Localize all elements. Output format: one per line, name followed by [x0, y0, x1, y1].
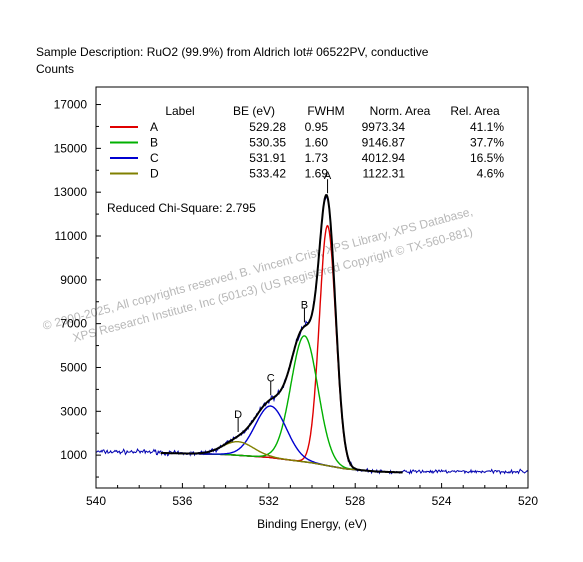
legend-table: Label BE (eV) FWHM Norm. Area Rel. Area A 529.… [110, 104, 504, 181]
legend-be: 531.91 [249, 151, 286, 165]
legend-be: 530.35 [249, 136, 286, 150]
sample-description: Sample Description: RuO2 (99.9%) from Al… [36, 45, 429, 59]
legend-header: Norm. Area [370, 104, 431, 118]
chi-square-label: Reduced Chi-Square: 2.795 [107, 201, 256, 215]
y-tick-label: 13000 [54, 185, 88, 199]
legend-rel-area: 37.7% [470, 136, 504, 150]
legend-fwhm: 1.73 [305, 151, 329, 165]
legend-norm-area: 9973.34 [362, 120, 406, 134]
legend-label: D [150, 167, 159, 181]
y-tick-label: 15000 [54, 141, 88, 155]
watermark-line-1: © 2000-2025, All copyrights reserved, B.… [41, 204, 474, 333]
legend-label: B [150, 136, 158, 150]
y-tick-label: 9000 [60, 273, 87, 287]
legend-rel-area: 4.6% [477, 167, 505, 181]
y-tick-label: 3000 [60, 404, 87, 418]
peak-D-line [160, 441, 403, 474]
y-tick-label: 5000 [60, 360, 87, 374]
y-tick-label: 11000 [55, 229, 88, 243]
legend-fwhm: 0.95 [305, 120, 329, 134]
watermark-line-2: XPS Research Institute, Inc (501c3) (US … [71, 224, 474, 345]
legend-rel-area: 41.1% [470, 120, 504, 134]
x-tick-label: 528 [345, 494, 365, 508]
peak-B-line [160, 335, 403, 474]
x-tick-label: 532 [259, 494, 279, 508]
legend-fwhm: 1.60 [305, 136, 329, 150]
peak-D-marker-label: D [234, 409, 242, 421]
legend-label: A [150, 120, 158, 134]
y-tick-label: 1000 [60, 448, 87, 462]
legend-label: C [150, 151, 159, 165]
peak-A-marker-label: A [324, 170, 332, 182]
legend-norm-area: 4012.94 [362, 151, 406, 165]
peak-B-marker-label: B [301, 299, 308, 311]
envelope-line [160, 194, 403, 474]
legend-rel-area: 16.5% [470, 151, 504, 165]
y-axis-label: Counts [36, 62, 75, 76]
legend-be: 533.42 [249, 167, 286, 181]
x-tick-label: 524 [432, 494, 452, 508]
x-axis-label: Binding Energy, (eV) [257, 517, 367, 531]
x-tick-label: 536 [172, 494, 192, 508]
legend-header: FWHM [307, 104, 344, 118]
x-tick-label: 540 [86, 494, 106, 508]
peak-C-marker-label: C [267, 372, 275, 384]
copyright-watermark: © 2000-2025, All copyrights reserved, B.… [41, 204, 474, 345]
x-tick-label: 520 [518, 494, 538, 508]
legend-header: BE (eV) [233, 104, 275, 118]
legend-norm-area: 1122.31 [363, 167, 406, 181]
y-tick-label: 17000 [54, 98, 88, 112]
legend-norm-area: 9146.87 [362, 136, 406, 150]
legend-be: 529.28 [249, 120, 286, 134]
legend-header: Label [165, 104, 194, 118]
legend-fwhm: 1.69 [305, 167, 329, 181]
y-tick-label: 7000 [60, 317, 87, 331]
peak-C-line [160, 405, 403, 474]
legend-header: Rel. Area [450, 104, 500, 118]
